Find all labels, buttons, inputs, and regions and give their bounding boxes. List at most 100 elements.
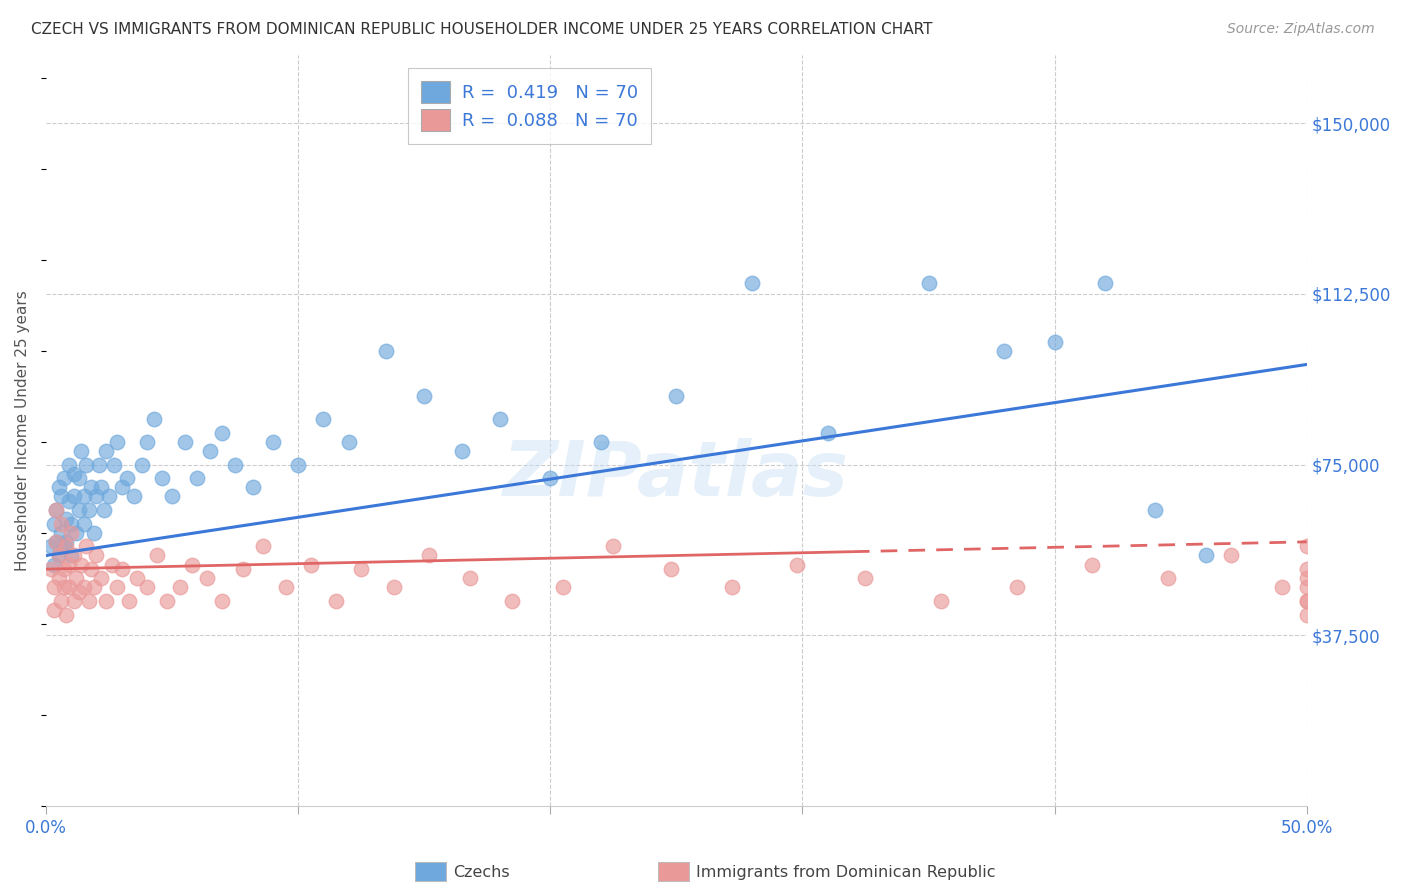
Point (115, 471, 138, 485)
Point (60, 516, 83, 531)
Point (287, 458, 309, 472)
Point (150, 471, 173, 485)
Point (337, 434, 360, 449)
Point (55, 607, 77, 622)
Point (60, 549, 83, 563)
Point (125, 571, 148, 585)
Point (75, 540, 97, 554)
Point (70, 558, 93, 572)
Point (160, 489, 183, 503)
Point (105, 434, 128, 449)
Point (721, 580, 744, 594)
Point (1144, 503, 1167, 517)
Point (551, 580, 574, 594)
Point (48, 480, 70, 494)
Point (55, 512, 77, 526)
Point (118, 594, 141, 608)
Point (49, 594, 72, 608)
Point (90, 480, 112, 494)
Point (77, 503, 100, 517)
Point (211, 425, 233, 440)
Point (418, 549, 440, 563)
Point (48, 549, 70, 563)
Point (42, 580, 65, 594)
Point (42, 603, 65, 617)
Point (55, 540, 77, 554)
Point (1195, 549, 1218, 563)
Point (52, 471, 75, 485)
Point (224, 458, 246, 472)
Point (1295, 594, 1317, 608)
Point (39, 540, 62, 554)
Point (45, 534, 67, 549)
Point (375, 343, 398, 358)
Point (186, 471, 208, 485)
Point (67, 503, 90, 517)
Point (75, 458, 97, 472)
Point (538, 471, 561, 485)
Point (62, 467, 84, 481)
Point (741, 276, 763, 290)
Point (211, 594, 233, 608)
Point (96, 594, 118, 608)
Point (58, 494, 80, 508)
Text: CZECH VS IMMIGRANTS FROM DOMINICAN REPUBLIC HOUSEHOLDER INCOME UNDER 25 YEARS CO: CZECH VS IMMIGRANTS FROM DOMINICAN REPUB… (31, 22, 932, 37)
Point (55, 534, 77, 549)
Point (1295, 540, 1317, 554)
Point (58, 580, 80, 594)
Point (1094, 276, 1116, 290)
Point (143, 412, 166, 426)
Point (1220, 549, 1243, 563)
Point (451, 443, 474, 458)
Point (489, 412, 512, 426)
Point (96, 443, 118, 458)
Text: Czechs: Czechs (453, 865, 509, 880)
Point (93, 503, 115, 517)
Point (1043, 334, 1066, 349)
Point (100, 558, 122, 572)
Text: Immigrants from Dominican Republic: Immigrants from Dominican Republic (696, 865, 995, 880)
Point (52, 540, 75, 554)
Point (105, 580, 128, 594)
Point (413, 389, 436, 403)
Point (52, 580, 75, 594)
Point (87, 458, 110, 472)
Point (917, 276, 939, 290)
Point (49, 525, 72, 540)
Point (299, 558, 322, 572)
Point (252, 540, 274, 554)
Point (173, 434, 195, 449)
Point (156, 594, 179, 608)
Point (131, 458, 153, 472)
Point (39, 562, 62, 576)
Point (135, 580, 157, 594)
Point (83, 525, 105, 540)
Point (58, 458, 80, 472)
Point (665, 389, 688, 403)
Point (80, 480, 103, 494)
Point (49, 489, 72, 503)
Point (65, 525, 87, 540)
Point (589, 434, 612, 449)
Point (77, 594, 100, 608)
Legend: R =  0.419   N = 70, R =  0.088   N = 70: R = 0.419 N = 70, R = 0.088 N = 70 (408, 68, 651, 144)
Point (1157, 571, 1180, 585)
Point (45, 503, 67, 517)
Point (122, 489, 145, 503)
Point (70, 443, 93, 458)
Y-axis label: Householder Income Under 25 years: Householder Income Under 25 years (15, 290, 30, 571)
Point (58, 558, 80, 572)
Point (232, 562, 254, 576)
Point (67, 471, 90, 485)
Point (67, 585, 90, 599)
Point (62, 549, 84, 563)
Point (65, 571, 87, 585)
Point (1295, 580, 1317, 594)
Point (458, 571, 481, 585)
Point (262, 434, 284, 449)
Point (1295, 594, 1317, 608)
Point (855, 571, 877, 585)
Point (42, 558, 65, 572)
Point (73, 580, 96, 594)
Point (274, 580, 297, 594)
